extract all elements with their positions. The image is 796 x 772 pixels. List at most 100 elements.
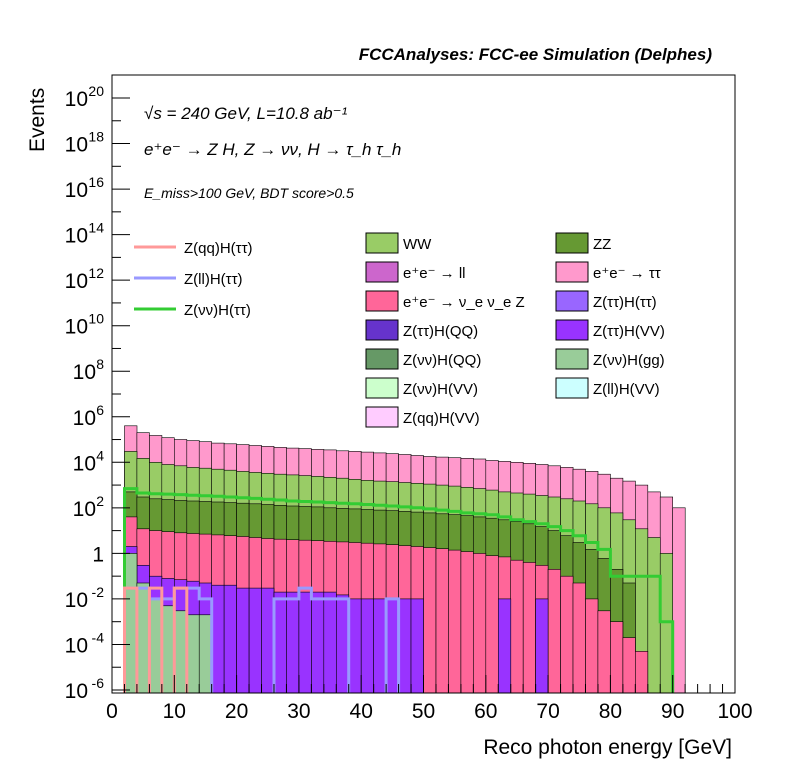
y-axis-label: Events — [26, 88, 49, 152]
x-tick-label: 90 — [661, 700, 684, 723]
x-tick-label: 20 — [225, 700, 248, 723]
annotation-process: e⁺e⁻ → Z H, Z → νν, H → τ_h τ_h — [144, 140, 401, 159]
y-axis: -610-410-2101210410610810101012101410161… — [65, 83, 130, 703]
svg-text:ZZ: ZZ — [593, 236, 611, 253]
bar — [223, 584, 237, 694]
legend-entry: Z(ll)H(ττ) — [134, 271, 243, 288]
bar — [560, 575, 574, 694]
legend-entry: Z(νν)H(QQ) — [365, 348, 481, 370]
svg-text:Z(ττ)H(ττ): Z(ττ)H(ττ) — [593, 294, 657, 311]
x-tick-label: 60 — [474, 700, 497, 723]
svg-text:10: 10 — [65, 225, 88, 248]
signal-lines — [123, 487, 675, 693]
legend-entry: Z(ττ)H(QQ) — [365, 319, 478, 341]
svg-text:-2: -2 — [92, 584, 105, 600]
bar — [398, 598, 412, 694]
bar — [522, 562, 537, 694]
bar — [236, 587, 250, 694]
svg-text:√s = 240 GeV, L=10.8 ab⁻¹: √s = 240 GeV, L=10.8 ab⁻¹ — [144, 104, 348, 123]
bar — [535, 598, 549, 694]
svg-text:WW: WW — [403, 236, 432, 253]
svg-text:-4: -4 — [92, 629, 105, 645]
bar — [672, 507, 686, 694]
svg-text:20: 20 — [88, 83, 104, 99]
x-tick-label: 0 — [106, 700, 118, 723]
svg-text:4: 4 — [96, 447, 104, 463]
x-tick-label: 30 — [287, 700, 310, 723]
svg-text:10: 10 — [65, 589, 88, 612]
legend-entry: WW — [365, 232, 432, 254]
svg-text:10: 10 — [73, 407, 96, 430]
bar — [448, 549, 462, 694]
bar — [373, 598, 387, 694]
legend-entry: Z(ττ)H(ττ) — [555, 290, 657, 312]
bar — [248, 587, 262, 694]
bar — [360, 598, 375, 694]
svg-text:10: 10 — [73, 361, 96, 384]
bar — [136, 582, 150, 694]
x-tick-label: 40 — [350, 700, 373, 723]
svg-text:Z(ll)H(ττ): Z(ll)H(ττ) — [184, 271, 243, 288]
y-tick-label: 610 — [73, 402, 105, 430]
y-tick-label: 1 — [92, 543, 104, 566]
svg-text:E_miss>100 GeV, BDT score>0.5: E_miss>100 GeV, BDT score>0.5 — [144, 185, 354, 201]
svg-text:10: 10 — [88, 311, 104, 327]
signal-line-0 — [123, 487, 675, 693]
svg-text:18: 18 — [88, 129, 104, 145]
bar — [348, 598, 362, 694]
x-tick-label: 50 — [412, 700, 435, 723]
x-tick-label: 70 — [536, 700, 559, 723]
svg-text:10: 10 — [65, 134, 88, 157]
svg-text:16: 16 — [88, 174, 104, 190]
bar — [472, 553, 487, 694]
svg-text:-6: -6 — [92, 675, 105, 691]
legend-entry: Z(qq)H(VV) — [365, 406, 480, 428]
bar — [149, 598, 163, 694]
bar — [547, 568, 561, 694]
bar — [572, 582, 586, 694]
bar — [622, 637, 636, 694]
signal-line-2 — [123, 586, 189, 693]
bar — [335, 594, 350, 694]
svg-text:10: 10 — [65, 88, 88, 111]
legend-entry: ZZ — [555, 232, 611, 254]
svg-text:Z(νν)H(gg): Z(νν)H(gg) — [593, 352, 665, 369]
svg-text:10: 10 — [73, 498, 96, 521]
svg-text:e⁺e⁻ → Z H, Z → νν, H → τ_h τ_: e⁺e⁻ → Z H, Z → νν, H → τ_h τ_h — [144, 140, 401, 159]
bar — [323, 591, 337, 694]
svg-text:1: 1 — [92, 543, 104, 566]
bar — [460, 551, 474, 694]
svg-text:Z(qq)H(VV): Z(qq)H(VV) — [403, 410, 480, 427]
svg-text:Z(νν)H(QQ): Z(νν)H(QQ) — [403, 352, 481, 369]
x-axis-label: Reco photon energy [GeV] — [483, 736, 732, 759]
svg-text:12: 12 — [88, 265, 104, 281]
y-tick-label: 410 — [73, 447, 105, 475]
svg-text:Z(qq)H(ττ): Z(qq)H(ττ) — [184, 240, 253, 257]
svg-text:8: 8 — [96, 356, 104, 372]
bar — [273, 591, 287, 694]
svg-text:2: 2 — [96, 493, 104, 509]
legend-entry: Z(ττ)H(VV) — [555, 319, 665, 341]
y-tick-label: -610 — [65, 675, 105, 703]
svg-text:Z(ττ)H(QQ): Z(ττ)H(QQ) — [403, 323, 478, 340]
legend-entry: Z(qq)H(ττ) — [134, 240, 253, 257]
bar — [311, 591, 325, 694]
bar — [634, 650, 649, 694]
bar — [174, 610, 188, 694]
x-tick-label: 80 — [599, 700, 622, 723]
y-tick-label: -210 — [65, 584, 105, 612]
bar — [286, 591, 300, 694]
bar — [423, 547, 437, 694]
annotation-selection: E_miss>100 GeV, BDT score>0.5 — [144, 185, 354, 201]
x-axis: 0 10 20 30 40 50 60 70 80 90 100 — [106, 675, 753, 723]
x-tick-label: 100 — [717, 700, 752, 723]
bar — [124, 553, 138, 694]
bar — [261, 587, 275, 694]
legend-entry: e⁺e⁻ → ll — [365, 261, 466, 283]
legend-entry: Z(νν)H(VV) — [365, 377, 478, 399]
